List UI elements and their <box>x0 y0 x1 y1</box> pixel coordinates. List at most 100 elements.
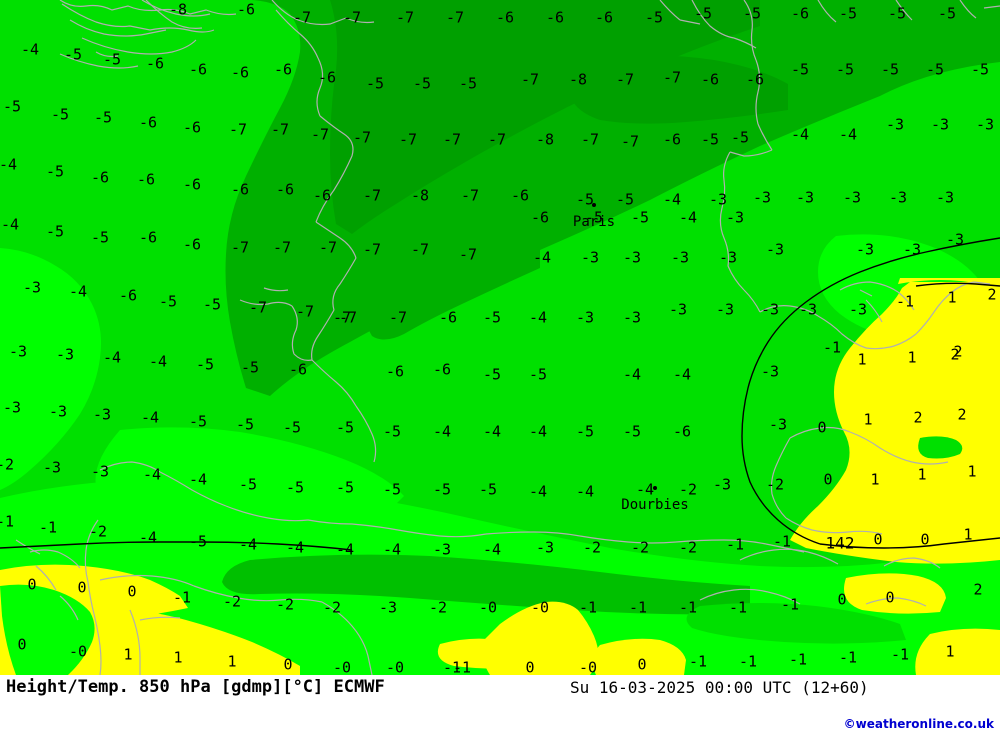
temperature-label: -4 <box>148 352 168 371</box>
temperature-label: -5 <box>482 365 502 384</box>
temperature-label: -2 <box>765 475 785 494</box>
temperature-label: -3 <box>760 362 780 381</box>
temperature-label: -3 <box>42 458 62 477</box>
temperature-label: -2 <box>88 522 108 541</box>
temperature-label: -7 <box>270 120 290 139</box>
temperature-label: -5 <box>700 130 720 149</box>
temperature-label: -7 <box>487 130 507 149</box>
temperature-label: -5 <box>365 74 385 93</box>
temperature-label: -7 <box>395 8 415 27</box>
temperature-label: -7 <box>662 68 682 87</box>
temperature-label: -5 <box>937 4 957 23</box>
temperature-label: -4 <box>635 480 655 499</box>
temperature-label: -5 <box>282 418 302 437</box>
temperature-label: -4 <box>838 125 858 144</box>
temperature-label: -5 <box>240 358 260 377</box>
fill-band-mild-west <box>0 248 101 490</box>
fill-band-warm-bottom-right <box>592 638 686 675</box>
temperature-label: -0 <box>68 642 88 661</box>
temperature-label: -6 <box>672 422 692 441</box>
temperature-label: 0 <box>885 588 895 607</box>
temperature-label: -2 <box>678 538 698 557</box>
temperature-label: -6 <box>182 235 202 254</box>
temperature-label: -3 <box>580 248 600 267</box>
temperature-label: -1 <box>452 658 472 677</box>
temperature-label: -7 <box>272 238 292 257</box>
temperature-label: -5 <box>188 532 208 551</box>
temperature-label: -5 <box>528 365 548 384</box>
temperature-label: -7 <box>352 128 372 147</box>
temperature-label: -7 <box>332 308 352 327</box>
temperature-label: -6 <box>317 68 337 87</box>
temperature-label: -7 <box>318 238 338 257</box>
temperature-label: 0 <box>837 590 847 609</box>
temperature-label: -6 <box>273 60 293 79</box>
page-title: Height/Temp. 850 hPa [gdmp][°C] ECMWF <box>6 677 385 697</box>
temperature-label: -7 <box>362 186 382 205</box>
fill-band-warm-bottom-far-right <box>915 628 1000 675</box>
temperature-label: -7 <box>615 70 635 89</box>
temperature-label: 0 <box>920 530 930 549</box>
temperature-label: -3 <box>885 115 905 134</box>
temperature-label: -5 <box>188 412 208 431</box>
temperature-label: -7 <box>292 8 312 27</box>
temperature-label: 1 <box>963 525 973 544</box>
temperature-label: -2 <box>322 598 342 617</box>
temperature-label: -6 <box>230 180 250 199</box>
temperature-label: -4 <box>482 540 502 559</box>
temperature-label: -5 <box>2 97 22 116</box>
temperature-label: 1 <box>907 348 917 367</box>
temperature-label: -3 <box>725 208 745 227</box>
temperature-label: -5 <box>412 74 432 93</box>
temperature-label: -4 <box>238 535 258 554</box>
temperature-label: 1 <box>173 648 183 667</box>
temperature-label: -4 <box>678 208 698 227</box>
temperature-label: -3 <box>55 345 75 364</box>
temperature-label: -4 <box>528 482 548 501</box>
temperature-label: -7 <box>230 238 250 257</box>
temperature-label: -5 <box>970 60 990 79</box>
temperature-label: -5 <box>615 190 635 209</box>
temperature-label: 2 <box>950 345 960 364</box>
temperature-label: -6 <box>275 180 295 199</box>
temperature-label: -2 <box>582 538 602 557</box>
temperature-label: -5 <box>238 475 258 494</box>
temperature-label: 2 <box>957 405 967 424</box>
temperature-label: -3 <box>22 278 42 297</box>
temperature-label: -8 <box>168 0 188 19</box>
temperature-label: -4 <box>20 40 40 59</box>
temperature-label: -5 <box>478 480 498 499</box>
temperature-label: -3 <box>765 240 785 259</box>
temperature-label: 1 <box>863 410 873 429</box>
temperature-label: -3 <box>432 540 452 559</box>
temperature-label: -7 <box>310 125 330 144</box>
temperature-label: -3 <box>902 240 922 259</box>
temperature-label: -3 <box>975 115 995 134</box>
temperature-label: -3 <box>708 190 728 209</box>
temperature-label: -4 <box>138 528 158 547</box>
temperature-label: -6 <box>745 70 765 89</box>
temperature-label: -6 <box>136 170 156 189</box>
temperature-label: -3 <box>752 188 772 207</box>
temperature-label: -7 <box>442 130 462 149</box>
temperature-label: 1 <box>870 470 880 489</box>
temperature-label: 0 <box>77 578 87 597</box>
temperature-label: -4 <box>285 538 305 557</box>
temperature-label: -0 <box>578 658 598 677</box>
fill-hole-green-in-yellow <box>918 436 963 459</box>
temperature-label: 0 <box>283 655 293 674</box>
temperature-label: 0 <box>637 655 647 674</box>
temperature-label: -2 <box>678 480 698 499</box>
temperature-label: -1 <box>738 652 758 671</box>
temperature-label: -1 <box>578 598 598 617</box>
temperature-label: -5 <box>644 8 664 27</box>
temperature-label: -5 <box>575 422 595 441</box>
map-canvas[interactable] <box>0 0 1000 675</box>
temperature-label: -2 <box>275 595 295 614</box>
temperature-label: -6 <box>90 168 110 187</box>
temperature-label: -7 <box>295 302 315 321</box>
temperature-label: -4 <box>0 215 20 234</box>
temperature-label: -6 <box>230 63 250 82</box>
temperature-label: -5 <box>382 480 402 499</box>
